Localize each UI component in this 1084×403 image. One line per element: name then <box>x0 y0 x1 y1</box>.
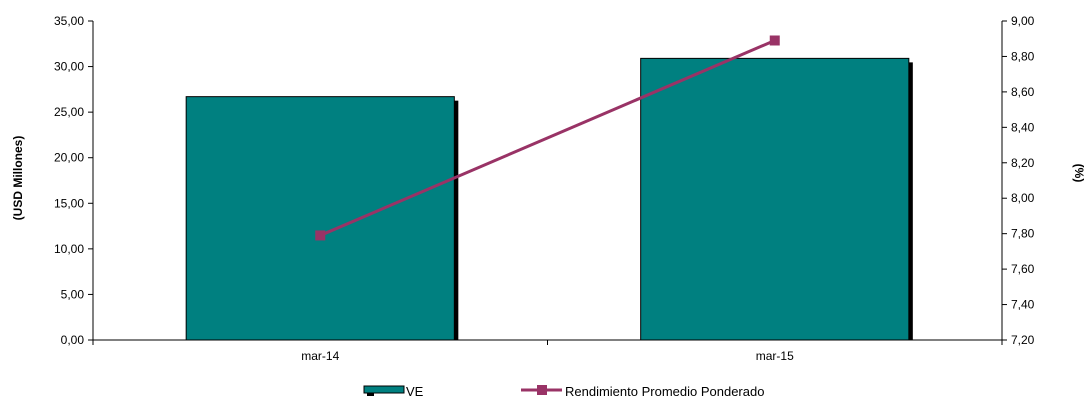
y2-tick-label: 7,40 <box>1011 298 1035 312</box>
x-tick-label: mar-14 <box>301 349 339 363</box>
y2-tick-label: 9,00 <box>1011 14 1035 28</box>
legend-swatch-ve <box>363 385 405 394</box>
x-tick-label: mar-15 <box>756 349 794 363</box>
y-axis-title: (USD Millones) <box>11 136 25 221</box>
y2-tick-label: 8,40 <box>1011 120 1035 134</box>
line-point-mar-14 <box>315 230 326 241</box>
y-tick-label: 5,00 <box>61 287 85 301</box>
y2-tick-label: 8,80 <box>1011 49 1035 63</box>
y2-axis-title: (%) <box>1072 164 1084 183</box>
bar-mar-15 <box>640 57 910 341</box>
y2-tick-label: 8,20 <box>1011 156 1035 170</box>
y-tick-label: 10,00 <box>54 242 84 256</box>
axes: 0,00 5,00 10,00 15,00 20,00 25,00 30,00 35,00 7,… <box>54 14 1035 363</box>
y2-tick-label: 8,00 <box>1011 191 1035 205</box>
legend: VE Rendimiento Promedio Ponderado <box>363 384 764 399</box>
bar-mar-14 <box>185 96 455 341</box>
legend-marker-rendimiento <box>537 385 547 395</box>
line-point-mar-15 <box>769 35 780 46</box>
y-tick-label: 35,00 <box>54 14 84 28</box>
y-tick-label: 25,00 <box>54 105 84 119</box>
y2-tick-label: 8,60 <box>1011 85 1035 99</box>
y-tick-label: 30,00 <box>54 60 84 74</box>
legend-label-ve: VE <box>406 384 424 399</box>
y2-tick-label: 7,80 <box>1011 227 1035 241</box>
y-tick-label: 20,00 <box>54 151 84 165</box>
y2-tick-label: 7,60 <box>1011 262 1035 276</box>
y-tick-label: 0,00 <box>61 333 85 347</box>
y2-tick-label: 7,20 <box>1011 333 1035 347</box>
legend-label-rendimiento: Rendimiento Promedio Ponderado <box>565 384 764 399</box>
line-rendimiento <box>319 39 776 237</box>
line-series <box>315 35 780 241</box>
y-tick-label: 15,00 <box>54 196 84 210</box>
bar-group <box>185 57 913 341</box>
